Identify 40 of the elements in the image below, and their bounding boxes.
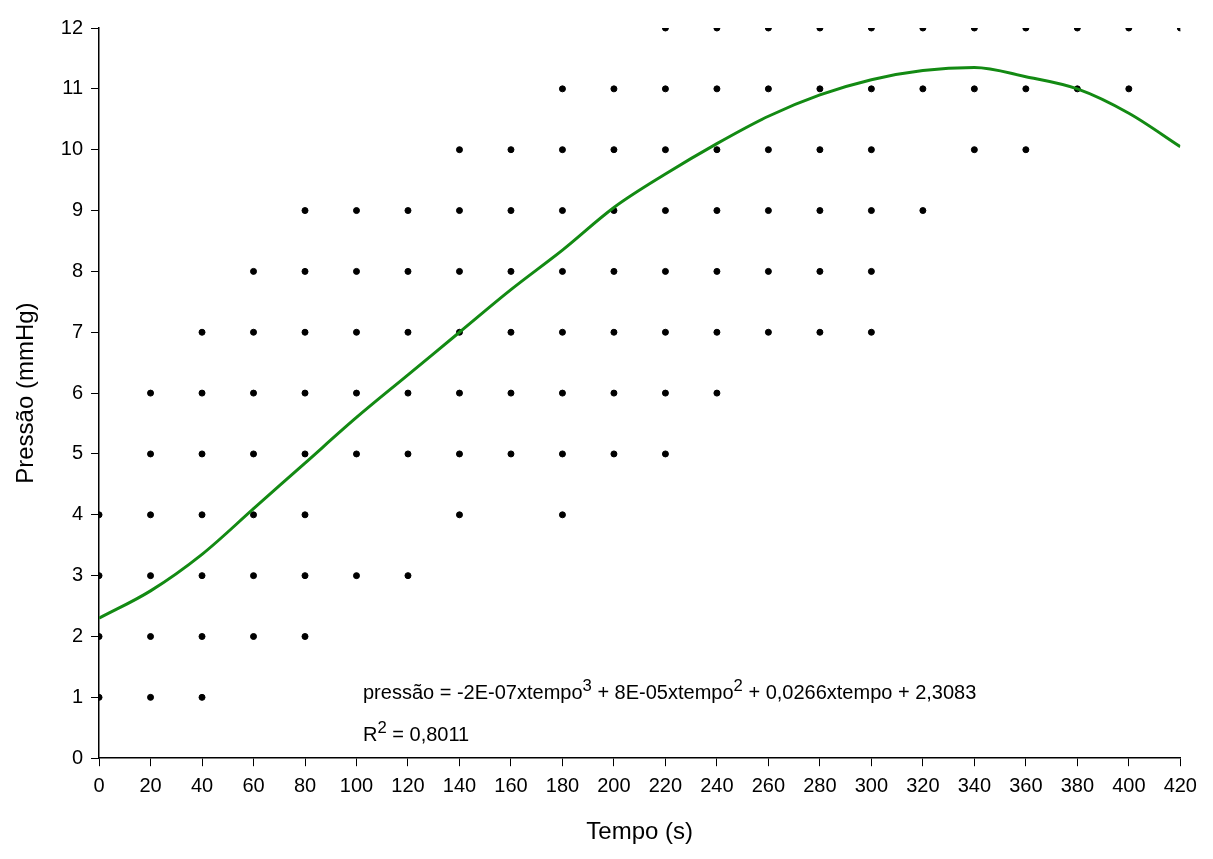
y-tick-label: 1 [71,684,84,707]
x-axis-title: Tempo (s) [586,817,694,845]
line-series [99,66,1181,620]
y-tick-label: 0 [71,745,84,768]
x-tick-label: 300 [854,773,889,796]
annotation: pressão = -2E-07xtempo$^{3}$ + 8E-05xtempo$^{2}$ + 0,0266xtempo + 2,3083 [363,675,977,705]
y-tick-label: 12 [60,15,84,38]
y-axis-title: Pressão (mmHg) [11,302,39,484]
x-tick-label: 360 [1009,773,1043,796]
x-tick-label: 280 [803,773,837,796]
x-tick-label: 220 [648,773,683,796]
x-tick-label: 420 [1163,773,1197,796]
x-tick-label: 200 [597,773,631,796]
y-tick-label: 7 [71,319,84,342]
y-tick-label: 6 [71,380,84,403]
x-tick-label: 160 [494,773,528,796]
x-tick-label: 340 [957,773,992,796]
x-tick-label: 260 [751,773,786,796]
x-tick-label: 0 [93,773,105,796]
x-tick-label: 320 [906,773,940,796]
y-tick-label: 4 [71,502,84,525]
x-tick-label: 120 [391,773,425,796]
x-tick-label: 400 [1112,773,1146,796]
y-tick-label: 5 [71,441,84,464]
x-tick-label: 20 [139,773,162,796]
x-tick-label: 40 [190,773,214,796]
x-tick-label: 60 [242,773,265,796]
x-tick-label: 140 [442,773,477,796]
x-tick-label: 100 [339,773,374,796]
y-tick-label: 3 [71,563,84,586]
y-tick-label: 10 [60,137,84,160]
y-tick-label: 8 [71,258,84,281]
y-tick-label: 9 [71,198,84,221]
y-tick-label: 2 [71,624,84,647]
x-tick-label: 80 [293,773,317,796]
x-tick-label: 380 [1060,773,1095,796]
x-tick-label: 180 [545,773,580,796]
x-tick-label: 240 [700,773,734,796]
annotation: R$^{2}$ = 0,8011 [363,716,471,747]
y-tick-label: 11 [62,76,84,99]
